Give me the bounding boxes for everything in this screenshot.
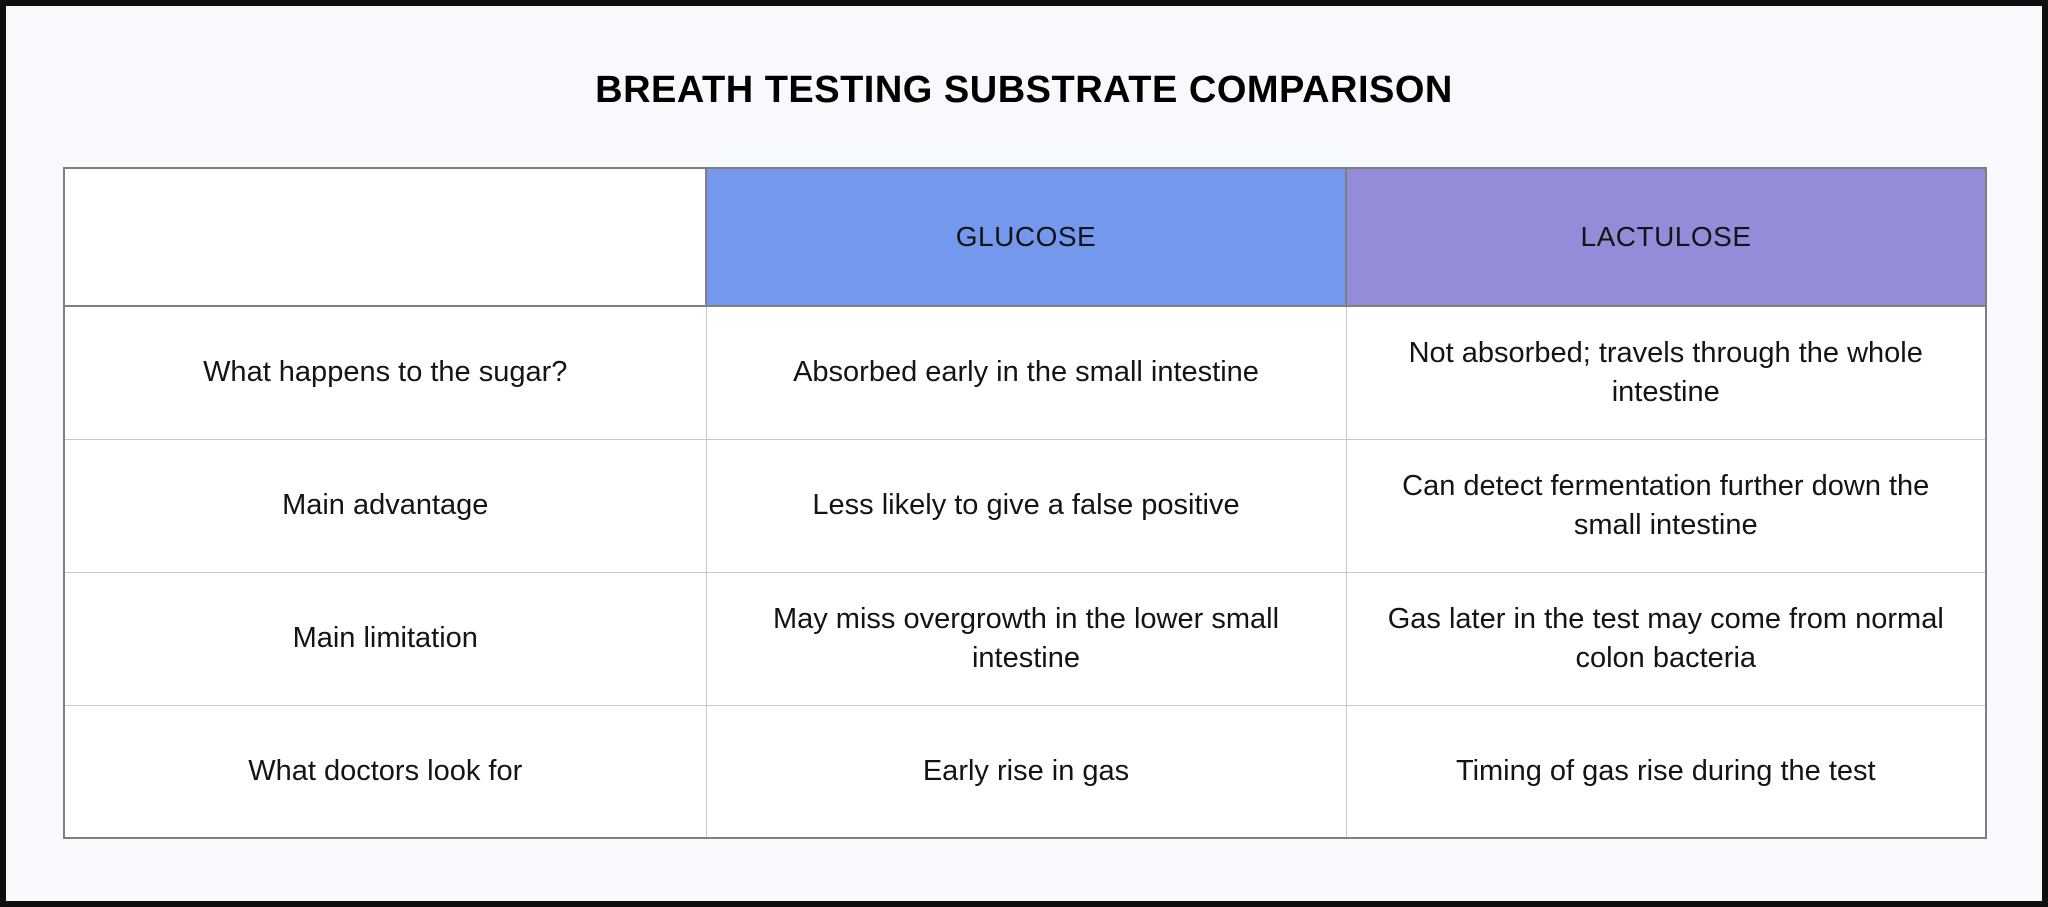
- lactulose-cell: Gas later in the test may come from norm…: [1345, 571, 1987, 706]
- table-row: What happens to the sugar? Absorbed earl…: [63, 305, 1987, 440]
- row-label-cell: What happens to the sugar?: [63, 305, 707, 440]
- table-row: Main advantage Less likely to give a fal…: [63, 438, 1987, 573]
- row-label-cell: Main limitation: [63, 571, 707, 706]
- table-header-row: GLUCOSE LACTULOSE: [63, 167, 1987, 307]
- table-row: What doctors look for Early rise in gas …: [63, 704, 1987, 839]
- lactulose-cell: Can detect fermentation further down the…: [1345, 438, 1987, 573]
- row-label-cell: What doctors look for: [63, 704, 707, 839]
- glucose-cell: Early rise in gas: [705, 704, 1347, 839]
- substrate-comparison-table: GLUCOSE LACTULOSE What happens to the su…: [63, 167, 1987, 839]
- table-row: Main limitation May miss overgrowth in t…: [63, 571, 1987, 706]
- glucose-cell: Less likely to give a false positive: [705, 438, 1347, 573]
- header-cell-glucose: GLUCOSE: [705, 167, 1347, 307]
- header-cell-blank: [63, 167, 707, 307]
- header-cell-lactulose: LACTULOSE: [1345, 167, 1987, 307]
- row-label-cell: Main advantage: [63, 438, 707, 573]
- page-title: BREATH TESTING SUBSTRATE COMPARISON: [595, 69, 1453, 111]
- glucose-cell: Absorbed early in the small intestine: [705, 305, 1347, 440]
- lactulose-cell: Timing of gas rise during the test: [1345, 704, 1987, 839]
- lactulose-cell: Not absorbed; travels through the whole …: [1345, 305, 1987, 440]
- glucose-cell: May miss overgrowth in the lower small i…: [705, 571, 1347, 706]
